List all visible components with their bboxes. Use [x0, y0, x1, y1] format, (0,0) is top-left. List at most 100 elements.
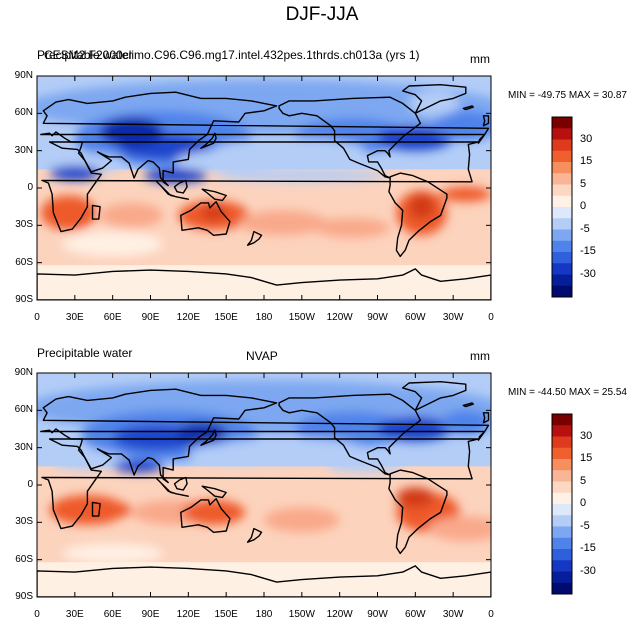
coast-japan: [200, 429, 217, 446]
colorbar-label: 30: [580, 132, 593, 145]
colorbar-swatch: [552, 504, 572, 516]
field-blob: [427, 516, 491, 541]
field-blob: [238, 210, 328, 236]
lon-tick-label: 60W: [405, 609, 426, 620]
coast-newguinea: [201, 485, 227, 499]
panel2-stats: MIN = -44.50 MAX = 25.54: [508, 387, 627, 398]
colorbar-swatch: [552, 240, 572, 253]
colorbar-swatch: [552, 184, 572, 197]
field-blob: [409, 194, 435, 220]
colorbar-swatch: [552, 195, 572, 208]
lat-tick-label: 0: [27, 182, 33, 193]
lon-tick-label: 120W: [326, 312, 353, 323]
colorbar-swatch: [552, 447, 572, 460]
panel1-center-title: CESM2 F2000climo.C96.C96.mg17.intel.432p…: [44, 48, 420, 62]
panel1-left-title: Precipitable water: [37, 48, 133, 62]
lon-tick-label: 0: [488, 609, 494, 620]
panel1-stats: MIN = -49.75 MAX = 30.87: [508, 90, 627, 101]
coastlines: [37, 83, 491, 300]
colorbar-label: -30: [580, 267, 596, 280]
lat-tick-label: 60N: [14, 107, 33, 119]
coast-iceland: [462, 105, 474, 111]
colorbar-swatch: [552, 470, 572, 482]
coast-greenland: [402, 83, 467, 115]
coast-s_america: [388, 469, 448, 555]
colorbar-label: 5: [580, 177, 587, 190]
field-blob: [314, 217, 391, 238]
lat-tick-label: 30N: [14, 144, 33, 156]
lon-tick-label: 30W: [442, 312, 464, 323]
lon-tick-label: 180: [255, 609, 273, 620]
colorbar-label: 30: [580, 429, 593, 442]
lat-tick-label: 90S: [15, 591, 33, 602]
lon-tick-label: 30E: [65, 312, 84, 323]
colorbar-swatch: [552, 481, 572, 494]
lon-tick-label: 60E: [103, 312, 122, 323]
colorbar-swatch: [552, 263, 572, 275]
coast-europe_asia: [40, 91, 490, 187]
colorbar-label: -15: [580, 542, 596, 554]
coast-africa: [41, 141, 480, 233]
colorbar-swatch: [552, 162, 572, 174]
colorbar-label: -15: [580, 245, 596, 257]
lon-tick-label: 90W: [367, 312, 388, 323]
map-panel-2: [37, 373, 491, 597]
colorbar-swatch: [552, 173, 572, 185]
coast-antarctica: [37, 565, 491, 597]
lon-tick-label: 30W: [442, 609, 464, 620]
field-blob: [62, 543, 164, 564]
lat-tick-label: 60N: [14, 404, 33, 416]
colorbar-frame-2: [551, 413, 573, 595]
colorbar-swatch: [552, 139, 572, 152]
coast-uk: [482, 115, 490, 127]
colorbar-label: 5: [580, 474, 587, 487]
colorbar-swatch: [552, 285, 572, 298]
map-panel-1: [37, 76, 491, 300]
panel1-units: mm: [470, 52, 490, 66]
field-blob: [182, 499, 246, 525]
coast-borneo: [173, 179, 188, 194]
field-blob: [440, 410, 491, 436]
coast-s_america: [388, 172, 448, 258]
colorbar-swatch: [552, 560, 572, 572]
colorbar-swatch: [552, 526, 572, 539]
lon-tick-label: 180: [255, 312, 273, 323]
colorbar-label: 0: [580, 497, 587, 509]
coast-uk: [482, 412, 490, 424]
field-blob: [434, 110, 491, 141]
field-blob: [100, 202, 164, 228]
colorbar-swatch: [552, 207, 572, 219]
colorbar-swatch: [552, 515, 572, 527]
colorbar-swatch: [552, 582, 572, 595]
colorbar-label: 15: [580, 155, 593, 167]
lon-tick-label: 120E: [176, 609, 200, 620]
lon-tick-label: 60W: [405, 312, 426, 323]
lon-tick-label: 150E: [214, 609, 238, 620]
coast-nz: [246, 527, 263, 543]
field-blob: [188, 443, 290, 464]
coast-newguinea: [201, 188, 227, 202]
coast-africa: [41, 438, 480, 530]
lon-tick-label: 120E: [176, 312, 200, 323]
colorbar-label: -30: [580, 564, 596, 577]
colorbar-swatch: [552, 274, 572, 287]
colorbar-swatch: [552, 218, 572, 230]
colorbar-swatch: [552, 459, 572, 471]
coast-indonesia: [156, 478, 190, 497]
figure-title: DJF-JJA: [285, 4, 359, 25]
colorbar-label: 15: [580, 452, 593, 464]
coastlines: [37, 381, 491, 597]
colorbar-swatch: [552, 252, 572, 264]
lat-tick-label: 90N: [14, 367, 33, 378]
lat-tick-label: 90S: [15, 294, 33, 305]
coast-madagascar: [91, 204, 101, 220]
coast-madagascar: [91, 501, 101, 517]
lon-tick-label: 90E: [141, 312, 160, 323]
colorbar-label: -5: [580, 222, 590, 235]
colorbar-swatch: [552, 436, 572, 449]
lon-tick-label: 90E: [141, 609, 160, 620]
lon-tick-label: 60E: [103, 609, 122, 620]
colorbar-swatch: [552, 492, 572, 505]
field-blob: [377, 416, 454, 442]
lon-tick-label: 0: [34, 609, 40, 620]
